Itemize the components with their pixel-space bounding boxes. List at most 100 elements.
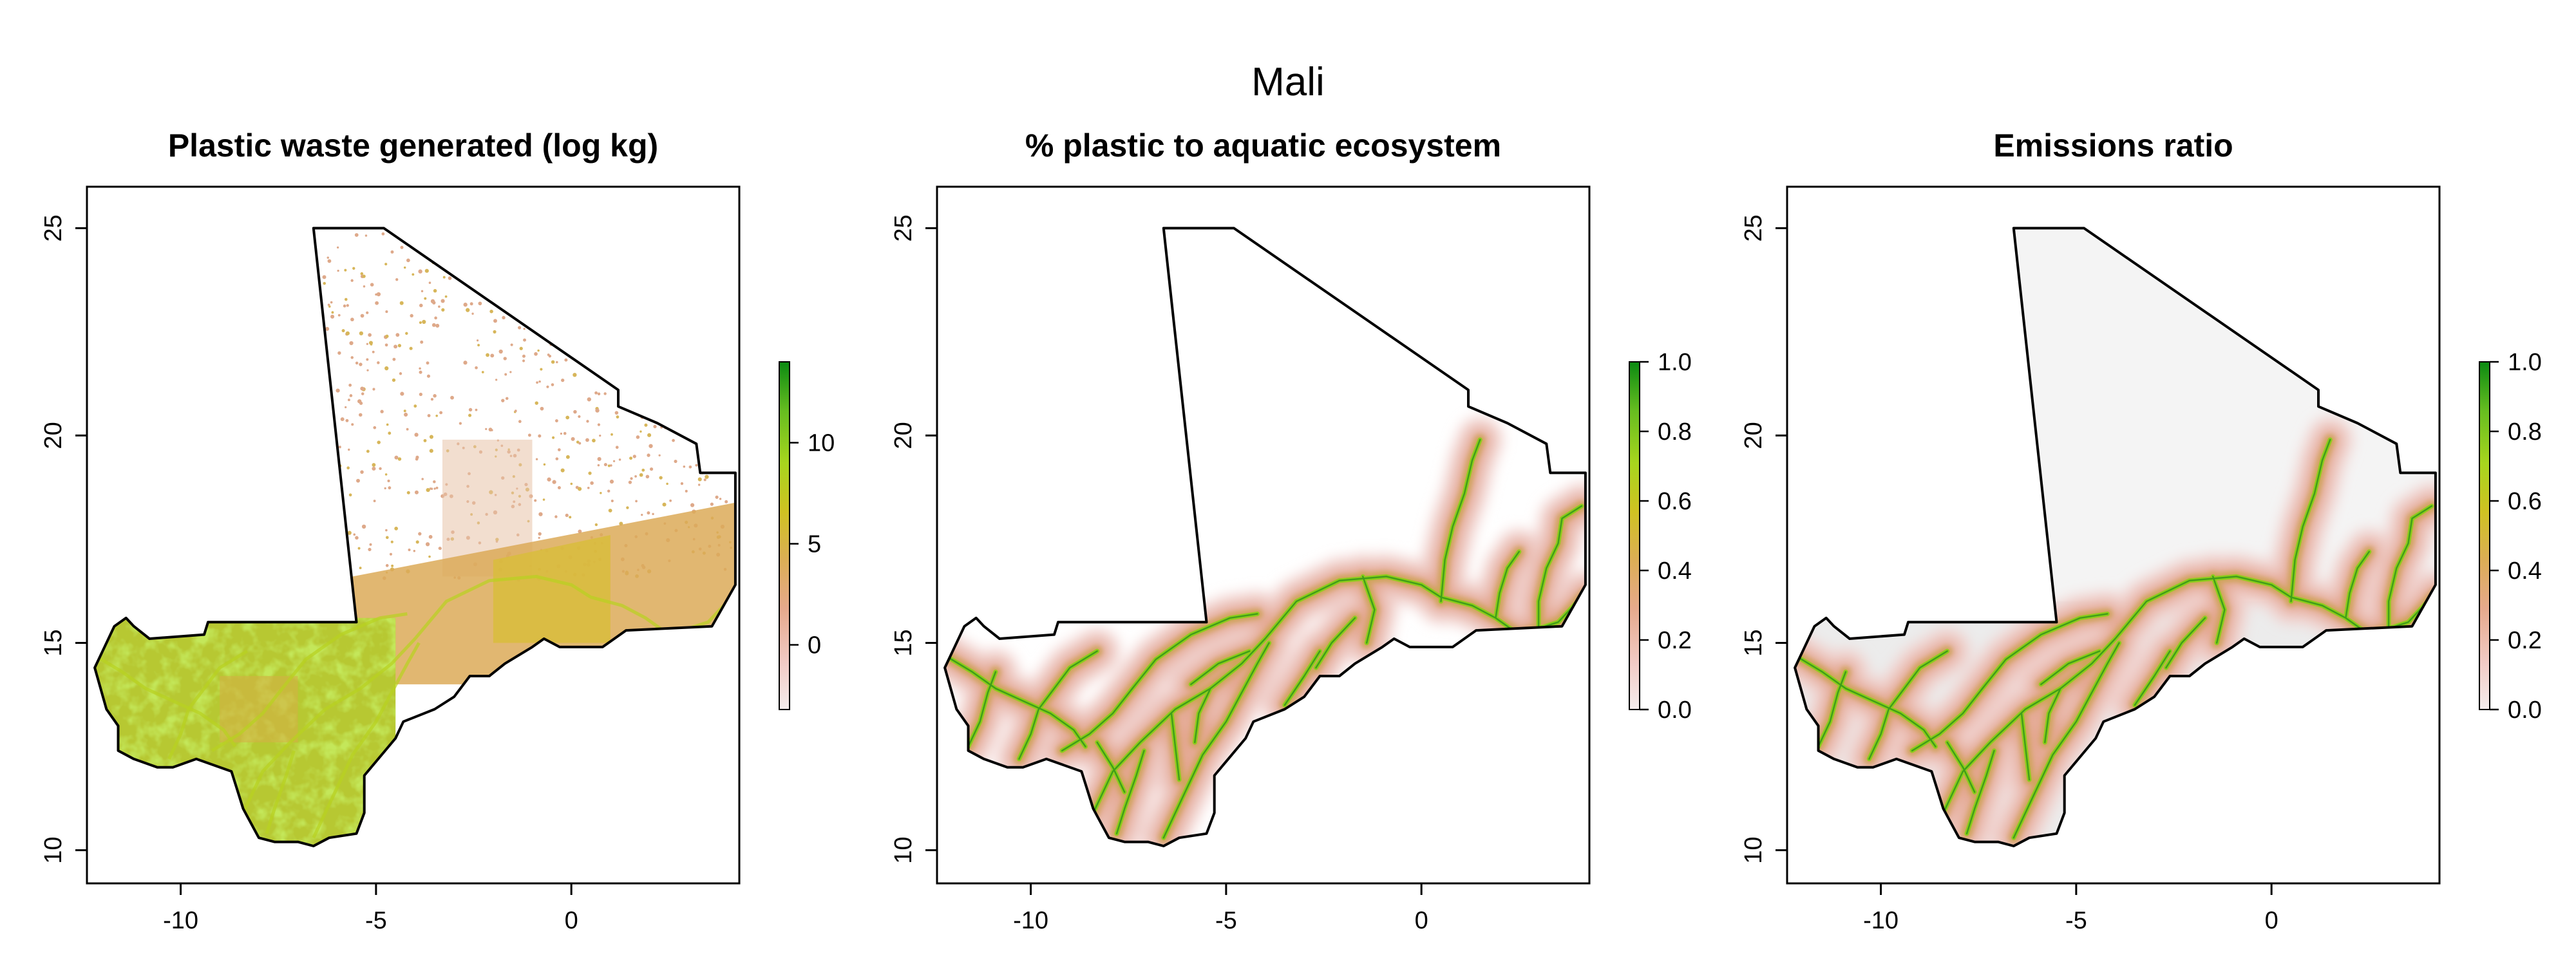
panels: Plastic waste generated (log kg) -10 -5 0 10… [40, 127, 2542, 934]
y-tick-label: 20 [890, 422, 917, 449]
y-tick-label: 10 [890, 836, 917, 863]
river-trace [167, 650, 248, 760]
river-core [2290, 438, 2331, 603]
colorbar: 0 5 10 [779, 361, 835, 710]
country-border [93, 227, 737, 847]
y-tick-label: 25 [1740, 214, 1767, 241]
river-core [1115, 749, 1145, 834]
y-tick-label: 25 [40, 214, 67, 241]
river-trace [265, 750, 296, 834]
river-core [1096, 741, 1126, 793]
panel-title: Emissions ratio [1993, 127, 2233, 164]
colorbar-tick-label: 0 [808, 632, 821, 659]
colorbar-tick-label: 0.8 [2508, 419, 2542, 446]
raster-layer [943, 227, 1587, 847]
colorbar-tick-label: 0.0 [2508, 697, 2542, 724]
y-tick-label: 15 [1740, 629, 1767, 656]
colorbar-tick-label: 0.2 [1658, 627, 1692, 654]
river-core [1162, 642, 1270, 839]
y-tick-label: 10 [40, 836, 67, 863]
map-panel-waste: Plastic waste generated (log kg) -10 -5 0 10… [40, 127, 835, 934]
plot-frame [1786, 185, 2441, 885]
river-core [1965, 749, 1995, 834]
x-tick-label: -5 [365, 907, 387, 934]
river-trace [312, 642, 421, 839]
colorbar-tick-label: 0.6 [1658, 488, 1692, 515]
x-tick-label: -10 [1863, 907, 1899, 934]
river-core [1061, 613, 1258, 752]
y-tick-label: 25 [890, 214, 917, 241]
country-border [1794, 227, 2437, 847]
river-core [1817, 671, 1847, 748]
river-core [1092, 576, 1586, 814]
river-core [1190, 650, 1251, 686]
raster-layer [1794, 227, 2437, 847]
river-core [1361, 576, 1376, 644]
river-core [2211, 576, 2226, 644]
mid-band-yellow [493, 535, 611, 643]
river-core [2044, 688, 2061, 744]
x-tick-label: 0 [1415, 907, 1428, 934]
colorbar-tick-label: 1.0 [1658, 349, 1692, 376]
river-trace [242, 574, 735, 814]
map-panel-aquatic: % plastic to aquatic ecosystem -10 -5 0 10 15… [890, 127, 1692, 934]
x-tick-label: -10 [163, 907, 198, 934]
colorbar-tick-label: 0.6 [2508, 488, 2542, 515]
map-panel-emissions: Emissions ratio-10 -5 0101520250.00.20.40.… [1740, 127, 2542, 934]
colorbar-ramp [779, 361, 790, 710]
colorbar: 0.0 0.2 0.4 0.6 0.8 1.0 [1629, 349, 1692, 724]
y-tick-label: 20 [40, 422, 67, 449]
x-tick-label: -5 [2065, 907, 2087, 934]
y-tick-label: 15 [40, 629, 67, 656]
panel-title: Plastic waste generated (log kg) [168, 127, 658, 164]
country-raster [95, 228, 735, 846]
plot-frame [86, 185, 741, 885]
colorbar-tick-label: 0.2 [2508, 627, 2542, 654]
river-core [2020, 712, 2031, 781]
river-core [1942, 576, 2436, 814]
colorbar-ramp [1629, 361, 1640, 710]
river-core [1170, 712, 1180, 781]
river-core [1283, 650, 1321, 706]
river-trace [211, 612, 408, 753]
colorbar: 0.0 0.2 0.4 0.6 0.8 1.0 [2479, 349, 2542, 724]
river-core [1795, 654, 1937, 748]
colorbar-tick-label: 10 [808, 430, 835, 457]
river-core [2165, 617, 2206, 669]
x-tick-label: -5 [1215, 907, 1237, 934]
plot-frame [936, 185, 1591, 885]
colorbar-tick-label: 5 [808, 531, 821, 558]
figure-title: Mali [1251, 60, 1325, 104]
river-core [2387, 505, 2433, 632]
y-tick-label: 20 [1740, 422, 1767, 449]
country-raster [945, 417, 1586, 846]
river-core [1018, 650, 1098, 760]
river-core [2345, 550, 2371, 619]
x-tick-label: 0 [565, 907, 578, 934]
river-core [1440, 438, 1481, 603]
river-core [1868, 650, 1948, 760]
river-core [967, 671, 997, 748]
colorbar-tick-label: 0.4 [2508, 558, 2542, 585]
y-tick-label: 10 [1740, 836, 1767, 863]
colorbar-tick-label: 1.0 [2508, 349, 2542, 376]
north-lighter [1795, 228, 2436, 602]
panel-title: % plastic to aquatic ecosystem [1025, 127, 1501, 164]
colorbar-tick-label: 0.0 [1658, 697, 1692, 724]
river-core [2012, 642, 2120, 839]
river-core [945, 654, 1086, 748]
river-trace [95, 654, 237, 748]
river-core [1537, 505, 1583, 632]
x-tick-label: 0 [2265, 907, 2278, 934]
river-core [1495, 550, 1520, 619]
y-tick-label: 15 [890, 629, 917, 656]
river-core [1946, 741, 1976, 793]
country-border [943, 227, 1587, 847]
colorbar-tick-label: 0.8 [1658, 419, 1692, 446]
colorbar-ramp [2479, 361, 2490, 710]
x-tick-label: -10 [1013, 907, 1048, 934]
river-core [1194, 688, 1211, 744]
river-core [1315, 617, 1356, 669]
